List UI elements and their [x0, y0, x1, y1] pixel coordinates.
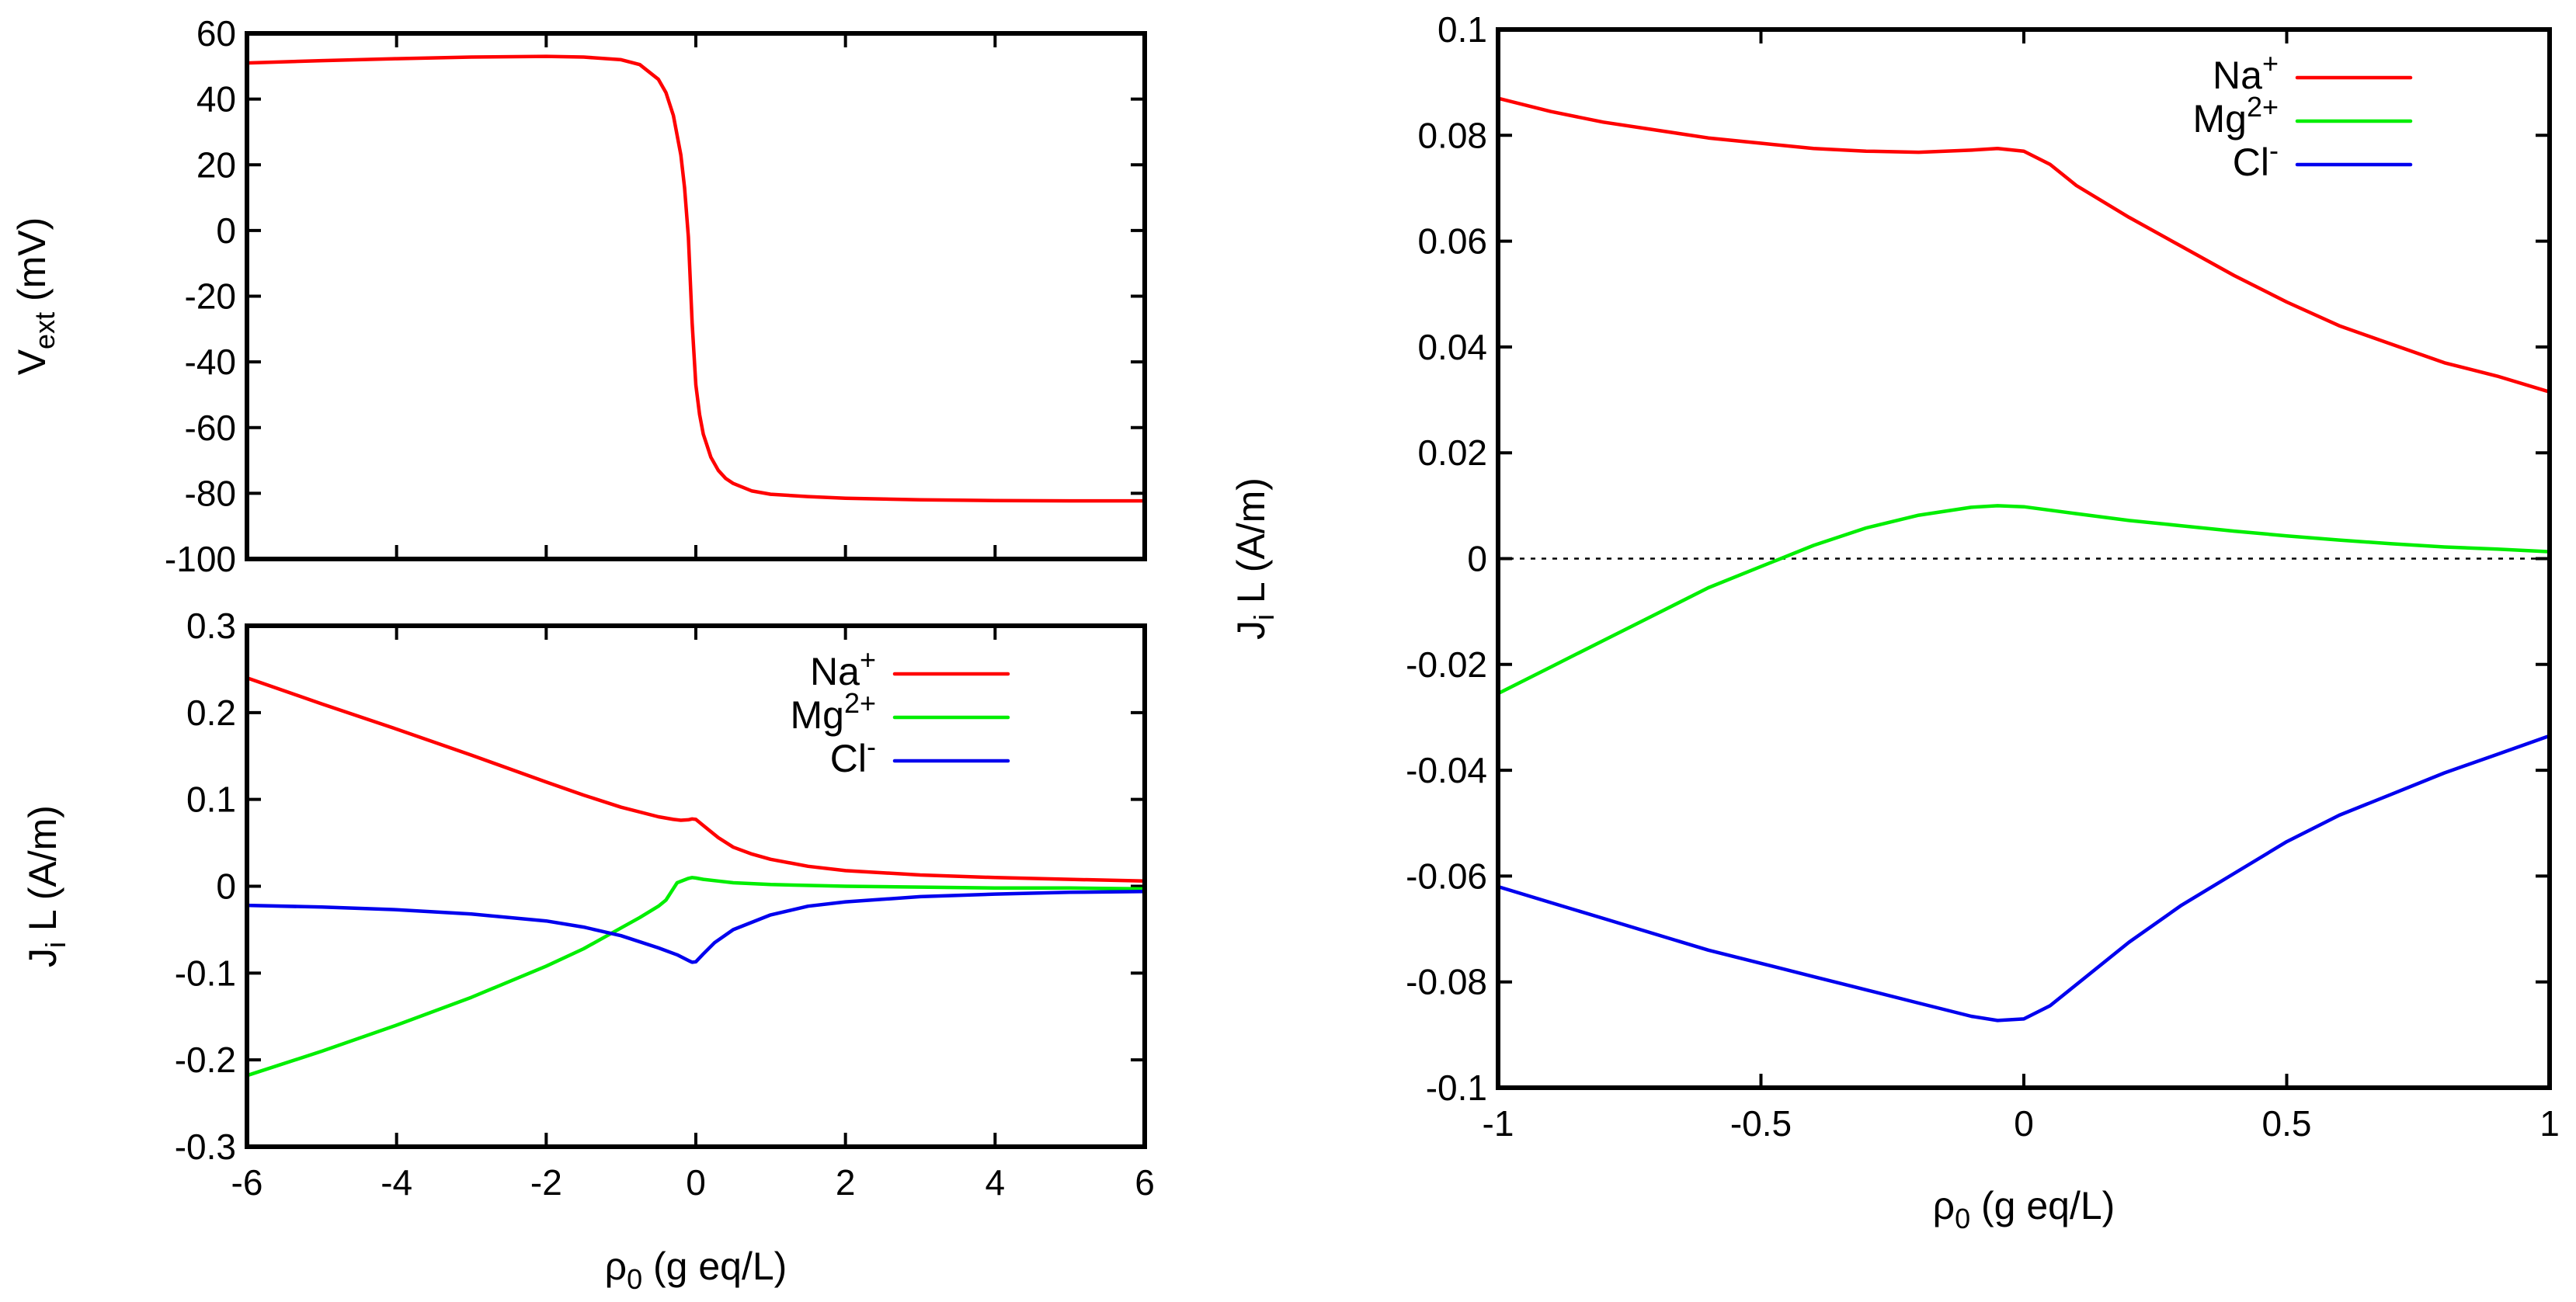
legend-ion-name: Cl [830, 737, 867, 780]
series-line-cl [245, 889, 1147, 964]
series-line-mg [1496, 504, 2552, 696]
y-tick-label: -0.3 [175, 1127, 236, 1167]
x-tick-label: 1 [2539, 1103, 2560, 1144]
y-axis-label-unit: (mV) [10, 217, 54, 312]
x-tick-label: -1 [1483, 1103, 1514, 1144]
y-tick-label: 40 [196, 79, 236, 120]
y-axis-label-subscript: ext [29, 312, 61, 349]
x-tick-label: -0.5 [1730, 1103, 1792, 1144]
x-axis-label-symbol: ρ [605, 1245, 627, 1288]
y-axis-label-subscript: i [1248, 614, 1280, 620]
y-axis-label-unit: L (A/m) [21, 805, 64, 942]
x-tick-label: 4 [986, 1162, 1006, 1203]
y-tick-label: 0 [1467, 539, 1487, 579]
legend-label-na: Na+ [810, 644, 876, 693]
x-tick-label: -4 [381, 1162, 412, 1203]
y-tick-label: -0.2 [175, 1040, 236, 1080]
legend-ion-charge: - [2269, 134, 2279, 166]
y-tick-label: 60 [196, 13, 236, 54]
legend-label-mg: Mg2+ [2192, 91, 2279, 141]
y-tick-label: -0.1 [175, 953, 236, 993]
y-tick-label: -0.02 [1406, 644, 1487, 685]
legend-ion-charge: + [2262, 47, 2279, 79]
legend-ion-charge: - [867, 731, 876, 762]
y-tick-label: -100 [165, 539, 236, 579]
y-axis-label-symbol: J [1229, 620, 1273, 640]
y-tick-label: -60 [185, 408, 236, 448]
y-tick-label: 0.04 [1417, 327, 1487, 367]
x-tick-label: 0 [686, 1162, 706, 1203]
y-tick-label: -20 [185, 276, 236, 317]
y-axis-label: Ji L (A/m) [1229, 477, 1280, 640]
legend-ion-name: Cl [2233, 141, 2269, 184]
x-axis-label: ρ0 (g eq/L) [605, 1245, 787, 1295]
series-line-na [1496, 96, 2552, 394]
legend-label-cl: Cl- [2233, 134, 2279, 184]
y-tick-label: 0 [216, 210, 236, 251]
x-tick-label: 0.5 [2262, 1103, 2312, 1144]
x-tick-label: 2 [836, 1162, 856, 1203]
y-axis-label-symbol: V [10, 349, 54, 375]
y-tick-label: -0.06 [1406, 856, 1487, 896]
legend-ion-charge: 2+ [2247, 91, 2279, 123]
legend-ion-name: Na [810, 650, 860, 693]
currents-zoom-panel: -0.1-0.08-0.06-0.04-0.0200.020.040.060.0… [1229, 9, 2560, 1234]
series-line-na [245, 675, 1147, 884]
legend-ion-charge: 2+ [844, 687, 876, 719]
x-tick-label: -2 [530, 1162, 562, 1203]
y-axis-label-subscript: i [40, 942, 71, 948]
y-axis-label: Ji L (A/m) [21, 805, 71, 967]
legend-label-na: Na+ [2213, 47, 2279, 97]
y-tick-label: -0.04 [1406, 750, 1487, 790]
y-axis-label-unit: L (A/m) [1229, 477, 1273, 614]
legend-label-mg: Mg2+ [790, 687, 876, 737]
legend-ion-name: Mg [2192, 97, 2246, 141]
y-tick-label: -40 [185, 342, 236, 382]
y-tick-label: 0.3 [186, 606, 236, 646]
x-axis-label-unit: (g eq/L) [642, 1245, 787, 1288]
y-axis-label: Vext (mV) [10, 217, 61, 376]
series-line-cl [1496, 734, 2552, 1023]
y-tick-label: 0 [216, 866, 236, 907]
legend-ion-charge: + [860, 644, 876, 675]
x-axis-label-unit: (g eq/L) [1970, 1184, 2115, 1227]
legend-ion-name: Na [2213, 54, 2262, 97]
currents-wide-panel: -0.3 -0.2 -0.1 0 0.1 0.2 0.3 -6 -4 -2 0 2 4 6 Ji L (A/… [21, 606, 1155, 1295]
y-tick-label: -0.1 [1426, 1068, 1487, 1108]
plot-frame [245, 31, 1147, 561]
x-axis-label-symbol: ρ [1933, 1184, 1955, 1227]
legend-label-cl: Cl- [830, 731, 876, 780]
series-line-vext [245, 54, 1147, 503]
y-tick-label: 0.06 [1417, 221, 1487, 262]
x-tick-label: -6 [231, 1162, 263, 1203]
x-axis-label-subscript: 0 [1955, 1203, 1970, 1234]
series-line-mg [245, 876, 1147, 1078]
x-axis-label: ρ0 (g eq/L) [1933, 1184, 2115, 1234]
y-tick-label: 0.2 [186, 693, 236, 733]
x-tick-label: 0 [2014, 1103, 2034, 1144]
x-axis-label-subscript: 0 [627, 1263, 642, 1295]
y-tick-label: 0.1 [186, 779, 236, 820]
plot-frame [245, 623, 1147, 1149]
legend-ion-name: Mg [790, 693, 843, 737]
y-tick-label: 0.02 [1417, 432, 1487, 473]
y-tick-label: 0.08 [1417, 115, 1487, 155]
y-tick-label: 20 [196, 144, 236, 185]
y-tick-label: 0.1 [1437, 9, 1487, 50]
x-tick-label: 6 [1135, 1162, 1155, 1203]
plot-frame [1496, 27, 2552, 1090]
y-tick-label: -0.08 [1406, 962, 1487, 1002]
y-tick-label: -80 [185, 473, 236, 513]
voltage-panel: -100 -80 -60 -40 -20 0 20 40 60 Vext (mV) [10, 13, 1147, 579]
y-axis-label-symbol: J [21, 948, 64, 967]
